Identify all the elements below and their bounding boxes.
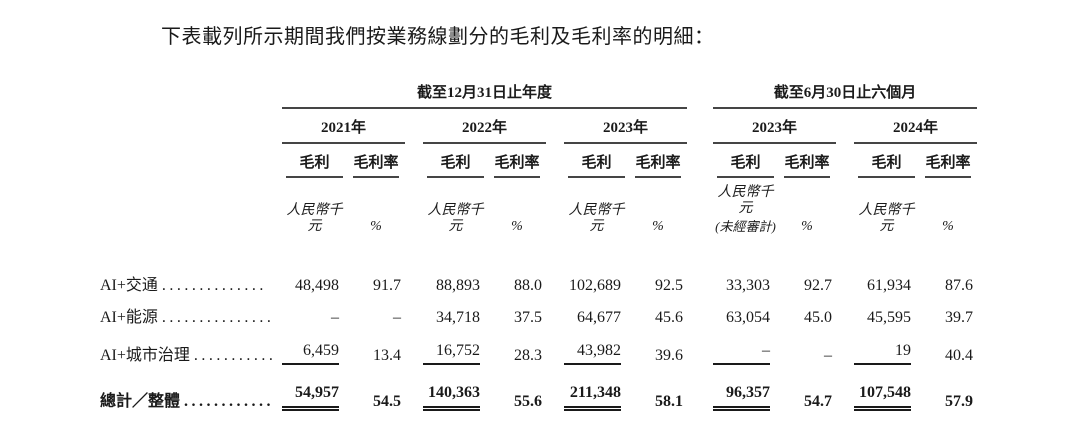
period-group-annual: 截至12月31日止年度 (282, 85, 687, 110)
value-cell: 39.6 (655, 346, 683, 364)
table-row-ai-transport: AI+交通.............. 48,498 91.7 88,893 8… (100, 235, 977, 295)
subheader-row: 毛利 毛利率 毛利 毛利率 毛利 毛利率 毛利 毛利率 毛利 毛利率 (100, 143, 977, 178)
value-cell: 43,982 (564, 342, 621, 366)
gross-margin-header: 毛利率 (784, 155, 830, 178)
value-cell: 16,752 (423, 342, 480, 366)
value-cell: 40.4 (945, 346, 973, 364)
year-header-2023-interim: 2023年 (713, 108, 836, 144)
gross-profit-header: 毛利 (717, 155, 774, 178)
total-value-cell: 107,548 (854, 384, 911, 412)
value-cell: – (713, 342, 770, 366)
value-cell: 34,718 (436, 309, 480, 327)
gross-profit-header: 毛利 (427, 155, 484, 178)
value-cell: 63,054 (726, 309, 770, 327)
total-value-cell: 54.5 (373, 393, 401, 411)
value-cell: 45,595 (867, 309, 911, 327)
dot-leader: ........... (193, 346, 277, 364)
unit-label: % (652, 218, 664, 234)
value-cell: 61,934 (867, 276, 911, 294)
total-value-cell: 58.1 (655, 393, 683, 411)
unit-label: 人民幣千元 (427, 202, 484, 234)
unit-label: % (370, 218, 382, 234)
table-row-ai-urban-governance: AI+城市治理........... 6,459 13.4 16,752 28.… (100, 328, 977, 366)
gross-margin-header: 毛利率 (925, 155, 971, 178)
unit-label: 人民幣千元 (717, 184, 774, 216)
table-row-total: 總計／整體............ 54,957 54.5 140,363 55… (100, 365, 977, 412)
dot-leader: ............ (184, 393, 275, 411)
period-group-row: 截至12月31日止年度 截至6月30日止六個月 (100, 85, 977, 110)
value-cell: 45.0 (804, 309, 832, 327)
value-cell: 39.7 (945, 309, 973, 327)
value-cell: – (393, 309, 401, 327)
row-label: AI+城市治理 (100, 346, 190, 364)
unit-row: 人民幣千元 % 人民幣千元 % 人民幣千元 % 人民幣千元 (未經審計) % 人… (100, 178, 977, 235)
page-title: 下表載列所示期間我們按業務線劃分的毛利及毛利率的明細： (161, 26, 715, 48)
unit-label: % (942, 218, 954, 234)
row-label: 總計／整體 (100, 393, 181, 411)
value-cell: 88,893 (436, 276, 480, 294)
value-cell: – (824, 346, 832, 364)
unit-label: 人民幣千元 (286, 202, 343, 234)
total-value-cell: 96,357 (713, 384, 770, 412)
row-label: AI+能源 (100, 309, 158, 327)
total-value-cell: 54.7 (804, 393, 832, 411)
value-cell: 6,459 (282, 342, 339, 366)
value-cell: 92.5 (655, 276, 683, 294)
unit-label-unaudited: 人民幣千元 (未經審計) (713, 178, 778, 235)
unit-label: 人民幣千元 (858, 202, 915, 234)
unit-label: % (511, 218, 523, 234)
gross-profit-header: 毛利 (858, 155, 915, 178)
dot-leader: .............. (161, 276, 267, 294)
value-cell: 13.4 (373, 346, 401, 364)
gross-profit-header: 毛利 (286, 155, 343, 178)
period-group-interim: 截至6月30日止六個月 (713, 85, 977, 110)
unit-label: 人民幣千元 (568, 202, 625, 234)
gross-margin-header: 毛利率 (353, 155, 399, 178)
year-header-2023: 2023年 (564, 108, 687, 144)
year-header-row: 2021年 2022年 2023年 2023年 2024年 (100, 108, 977, 144)
value-cell: 45.6 (655, 309, 683, 327)
total-value-cell: 211,348 (564, 384, 621, 412)
gross-margin-header: 毛利率 (635, 155, 681, 178)
value-cell: 88.0 (514, 276, 542, 294)
year-header-2024-interim: 2024年 (854, 108, 977, 144)
value-cell: 28.3 (514, 346, 542, 364)
total-value-cell: 140,363 (423, 384, 480, 412)
total-value-cell: 55.6 (514, 393, 542, 411)
unaudited-label: (未經審計) (715, 218, 776, 234)
row-label: AI+交通 (100, 276, 158, 294)
dot-leader: ............... (161, 309, 275, 327)
value-cell: 91.7 (373, 276, 401, 294)
value-cell: 102,689 (569, 276, 621, 294)
value-cell: 92.7 (804, 276, 832, 294)
year-header-2021: 2021年 (282, 108, 405, 144)
value-cell: 33,303 (726, 276, 770, 294)
table-row-ai-energy: AI+能源............... – – 34,718 37.5 64,… (100, 295, 977, 327)
total-value-cell: 54,957 (282, 384, 339, 412)
total-value-cell: 57.9 (945, 393, 973, 411)
gross-profit-table: 截至12月31日止年度 截至6月30日止六個月 2021年 2022年 2023… (100, 85, 977, 412)
year-header-2022: 2022年 (423, 108, 546, 144)
value-cell: 37.5 (514, 309, 542, 327)
value-cell: 19 (854, 342, 911, 366)
value-cell: 87.6 (945, 276, 973, 294)
gross-margin-header: 毛利率 (494, 155, 540, 178)
gross-profit-header: 毛利 (568, 155, 625, 178)
unit-label: % (801, 218, 813, 234)
value-cell: 48,498 (295, 276, 339, 294)
value-cell: 64,677 (577, 309, 621, 327)
value-cell: – (331, 309, 339, 327)
